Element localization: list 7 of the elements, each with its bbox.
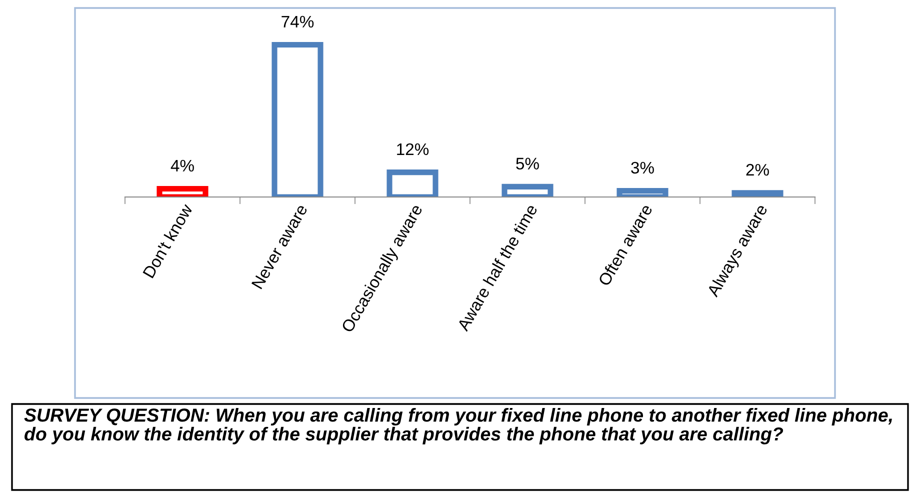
data-label: 4% — [170, 160, 194, 172]
data-label: 5% — [516, 158, 539, 170]
data-label: 2% — [746, 164, 769, 176]
data-label: 3% — [631, 162, 654, 174]
data-label: 74% — [282, 16, 314, 28]
data-label: 12% — [397, 143, 429, 156]
text: SURVEY QUESTION: When you are calling from your fixed line phone to another fixed line phone, do you know the identity of the supplier that provides the phone that you are calling? — [24, 408, 892, 444]
